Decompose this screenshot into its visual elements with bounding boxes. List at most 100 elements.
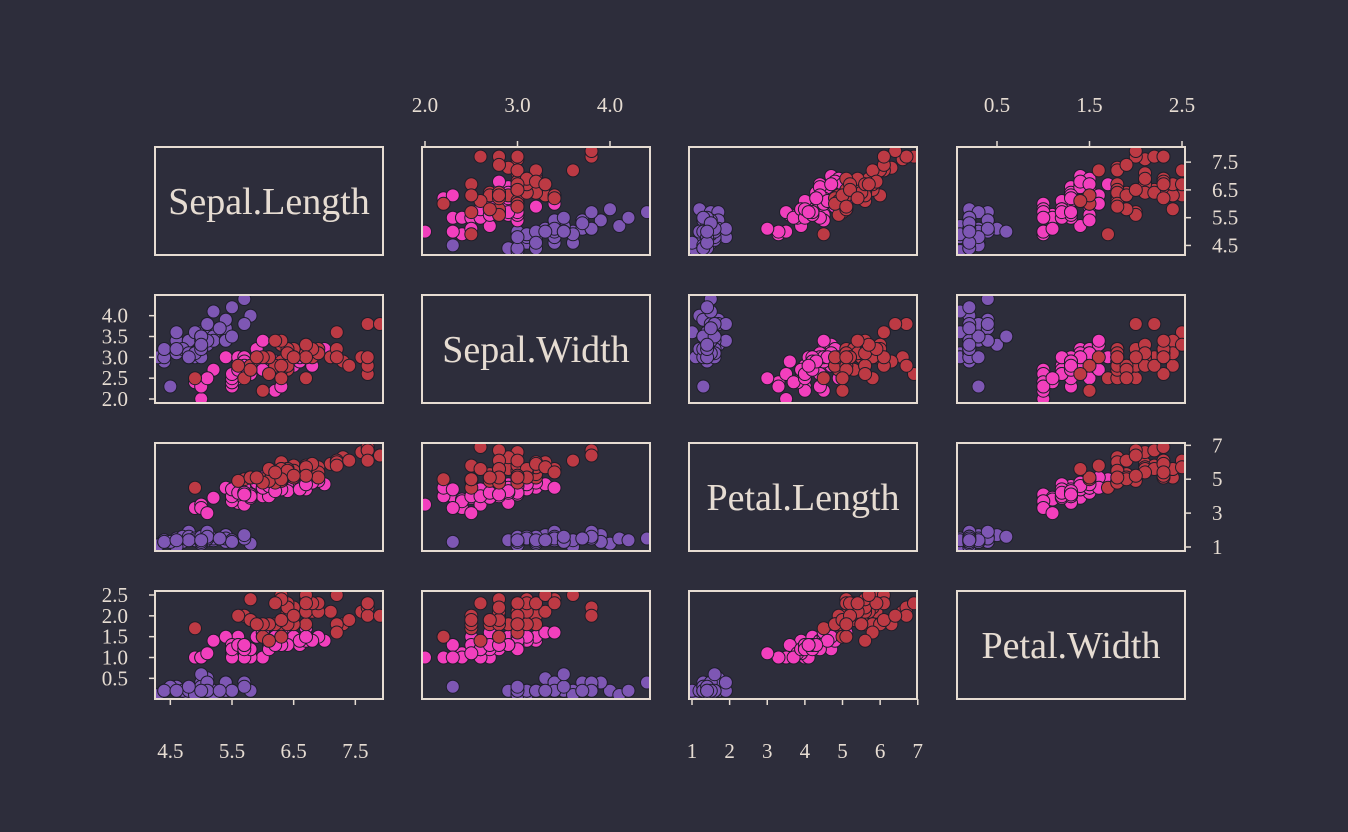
data-point [980,524,995,539]
data-point [858,367,873,381]
bottom-axis-sepal-length: 4.5 5.5 6.5 7.5 [157,699,368,763]
data-point [445,501,460,515]
data-point [206,490,221,505]
data-point [538,683,553,698]
data-point [824,177,839,192]
data-point [584,205,599,220]
panel-frame [154,146,384,256]
data-point [760,646,775,661]
data-point [436,629,451,644]
data-point [237,528,252,543]
tick-label: 5 [1212,467,1223,491]
data-point [218,350,233,365]
data-point [225,329,239,344]
data-point [510,470,525,485]
data-point [492,487,506,502]
data-point [700,224,715,239]
data-point [299,468,313,483]
data-point [329,325,344,340]
data-point [850,333,865,348]
points [689,591,917,699]
data-point [482,202,497,217]
data-point [237,487,252,502]
points [422,443,650,551]
data-point [861,177,876,192]
data-point [556,667,571,682]
data-point [473,443,488,454]
data-point [436,472,451,487]
panel-sepal-width-vs-sepal-length [154,294,384,404]
tick-label: 3.0 [504,93,530,117]
panel-frame [688,590,918,700]
tick-label: 5 [837,739,848,763]
data-point [612,219,627,233]
panel-petal-width-vs-petal-length [688,590,918,700]
data-point [181,533,196,548]
data-point [329,591,344,602]
data-point [1138,171,1152,186]
tick-label: 0.5 [984,93,1010,117]
data-point [212,683,227,698]
data-point [422,650,432,665]
data-point [299,629,313,644]
data-point [492,629,506,644]
data-point [206,633,221,648]
data-point [850,596,865,611]
data-point [1073,462,1088,476]
data-point [584,147,599,158]
tick-label: 6 [875,739,886,763]
data-point [510,617,525,632]
data-point [907,596,917,611]
data-point [237,679,252,694]
data-point [1045,371,1060,386]
data-point [268,596,283,611]
panel-frame [154,442,384,552]
data-point [249,470,264,485]
data-point [473,149,488,164]
data-point [861,591,876,602]
data-point [464,646,479,661]
panel-sepal-width-vs-petal-length [688,294,918,404]
tick-label: 1 [1212,535,1223,559]
data-point [510,679,525,694]
tick-label: 2.0 [102,604,128,628]
tick-label: 2.0 [412,93,438,117]
data-point [482,470,497,485]
data-point [1082,213,1097,228]
data-point [1036,379,1051,394]
data-point [181,679,196,694]
data-point [547,191,562,206]
data-point [299,350,313,365]
data-point [445,650,460,665]
data-point [482,613,497,627]
data-point [575,531,590,546]
data-point [1156,350,1171,365]
panel-frame [688,442,918,552]
data-point [1082,358,1097,373]
data-point [529,596,543,611]
data-point [1175,460,1185,475]
data-point [603,202,617,217]
data-point [231,473,246,488]
data-point [169,342,184,356]
data-point [1082,383,1097,398]
panel-sepal-length-vs-sepal-width [421,146,651,256]
data-point [1091,458,1106,473]
data-point [225,534,239,549]
data-point [538,604,553,619]
tick-label: 5.5 [1212,206,1238,230]
data-point [436,196,451,211]
panels: Sepal.Length Sepal.Width Petal.Length Petal… [154,146,1186,700]
data-point [510,199,525,214]
data-point [529,199,543,214]
data-point [188,480,202,495]
right-axis-sepal-length: 4.5 5.5 6.5 7.5 [1185,150,1238,257]
data-point [237,317,252,331]
data-point [243,362,258,377]
data-point [268,333,283,348]
data-point [492,600,506,615]
panel-petal-width-vs-sepal-length [154,590,384,700]
data-point [971,329,986,344]
data-point [801,638,816,652]
data-point [157,342,172,356]
